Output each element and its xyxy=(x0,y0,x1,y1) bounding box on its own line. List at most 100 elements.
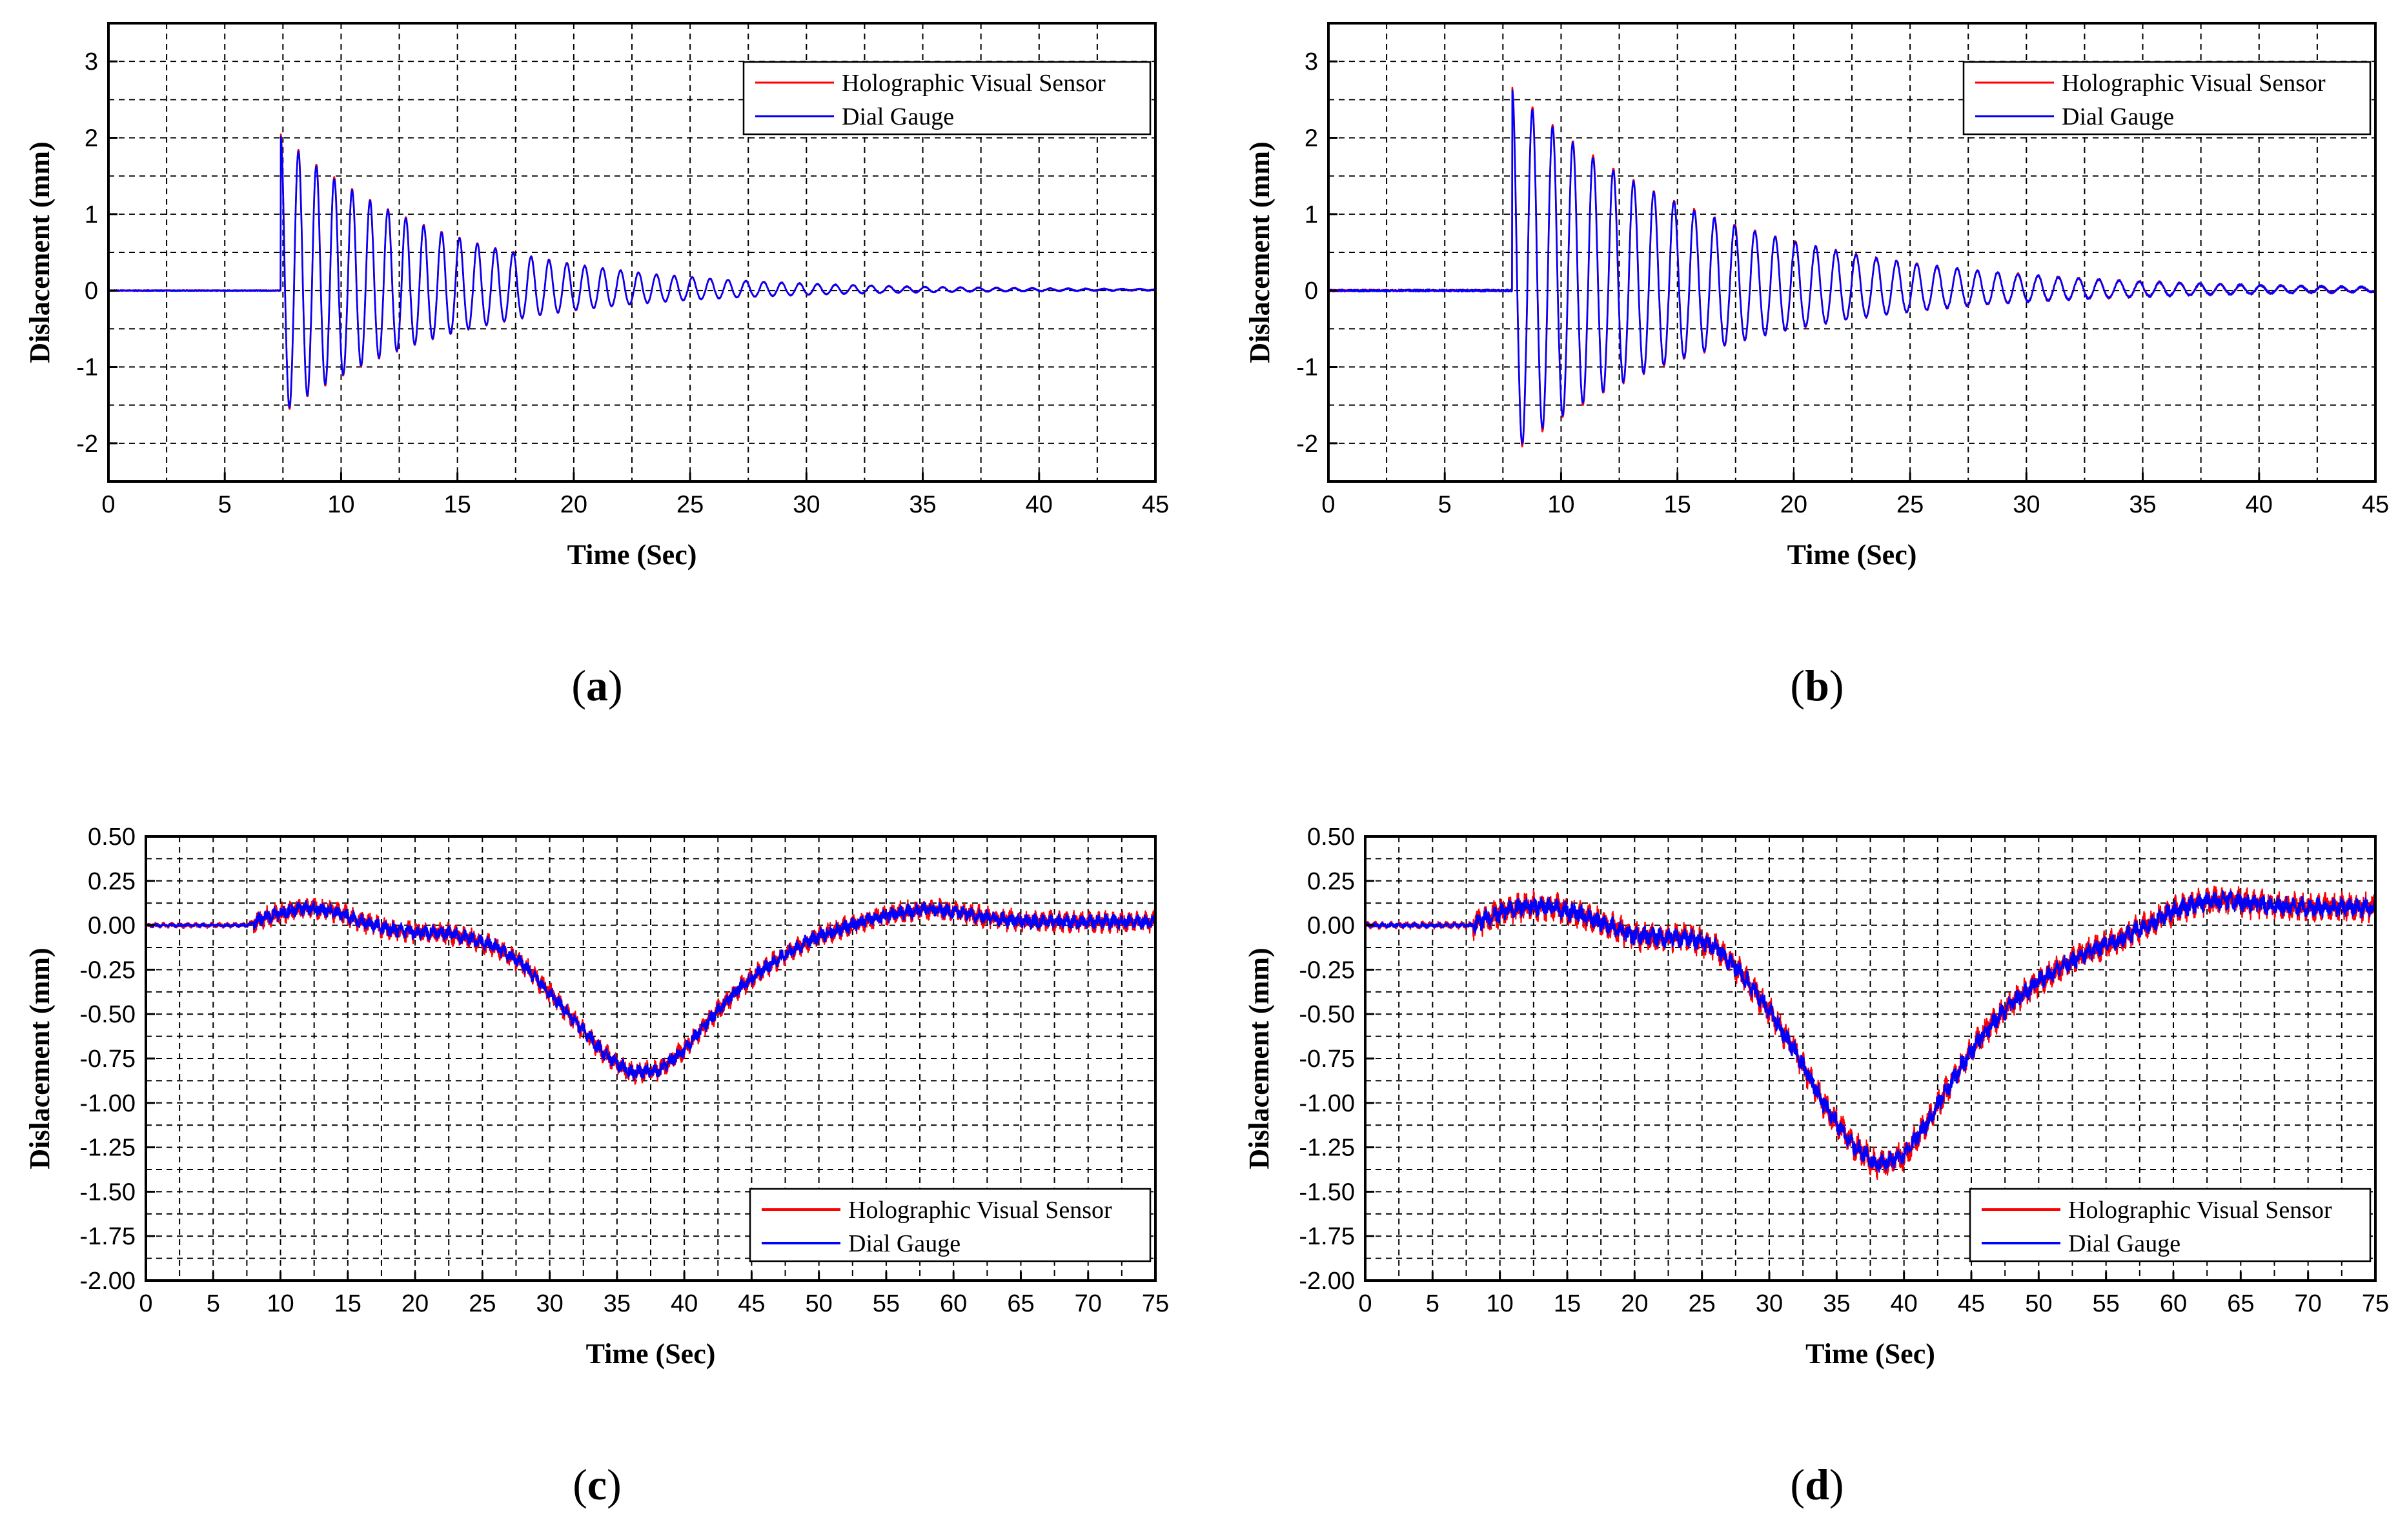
legend-label-dial: Dial Gauge xyxy=(848,1230,960,1257)
panel-label-b: (b) xyxy=(1790,661,1844,710)
x-tick-label: 40 xyxy=(1891,1290,1918,1317)
y-axis-title: Dislacement (mm) xyxy=(1243,947,1275,1169)
y-tick-label: -1.75 xyxy=(79,1223,136,1250)
x-tick-label: 20 xyxy=(1780,491,1807,518)
x-tick-label: 15 xyxy=(1554,1290,1581,1317)
x-tick-label: 15 xyxy=(334,1290,361,1317)
x-tick-label: 50 xyxy=(2025,1290,2052,1317)
x-tick-label: 50 xyxy=(806,1290,833,1317)
y-axis-title: Dislacement (mm) xyxy=(1244,141,1275,363)
y-tick-label: 0.00 xyxy=(88,913,136,940)
y-tick-label: -0.25 xyxy=(79,957,136,984)
x-axis-title: Time (Sec) xyxy=(567,539,697,571)
legend-label-holographic: Holographic Visual Sensor xyxy=(2062,70,2326,97)
y-tick-label: 2 xyxy=(85,125,98,152)
x-tick-label: 35 xyxy=(909,491,936,518)
panel-label-a: (a) xyxy=(571,661,622,710)
x-tick-label: 40 xyxy=(671,1290,698,1317)
y-tick-label: -1.00 xyxy=(1299,1090,1355,1117)
x-tick-label: 10 xyxy=(1547,491,1574,518)
y-tick-label: -1.25 xyxy=(1299,1135,1355,1162)
y-tick-label: -1.75 xyxy=(1299,1223,1355,1250)
y-tick-label: -2.00 xyxy=(1299,1268,1355,1295)
x-tick-label: 0 xyxy=(1321,491,1335,518)
x-tick-label: 15 xyxy=(1664,491,1691,518)
y-tick-label: -1.50 xyxy=(1299,1179,1355,1206)
legend: Holographic Visual Sensor Dial Gauge xyxy=(1962,61,2372,136)
x-tick-label: 45 xyxy=(1142,491,1169,518)
y-tick-label: -0.50 xyxy=(1299,1001,1355,1028)
x-tick-label: 30 xyxy=(2013,491,2040,518)
x-tick-label: 65 xyxy=(1007,1290,1034,1317)
x-tick-label: 55 xyxy=(873,1290,900,1317)
y-tick-label: 3 xyxy=(1305,48,1318,76)
x-tick-label: 75 xyxy=(1142,1290,1169,1317)
y-axis-title: Dislacement (mm) xyxy=(24,947,56,1169)
grid-c xyxy=(146,836,1155,1281)
y-tick-label: -0.25 xyxy=(1299,957,1355,984)
x-tick-label: 20 xyxy=(560,491,587,518)
y-tick-label: 0.25 xyxy=(1307,868,1355,895)
y-tick-label: 0.50 xyxy=(88,824,136,851)
legend: Holographic Visual Sensor Dial Gauge xyxy=(1969,1188,2372,1262)
x-tick-label: 40 xyxy=(1026,491,1053,518)
x-axis-title: Time (Sec) xyxy=(1805,1338,1935,1370)
panel-label-d: (d) xyxy=(1790,1460,1844,1509)
x-tick-label: 25 xyxy=(1689,1290,1716,1317)
x-tick-label: 25 xyxy=(676,491,704,518)
x-tick-label: 45 xyxy=(738,1290,765,1317)
x-tick-label: 65 xyxy=(2227,1290,2254,1317)
legend: Holographic Visual Sensor Dial Gauge xyxy=(749,1188,1152,1262)
y-tick-label: -2 xyxy=(1296,431,1318,458)
x-tick-label: 10 xyxy=(327,491,354,518)
y-tick-label: 0 xyxy=(1305,278,1318,305)
y-tick-label: 0 xyxy=(85,278,98,305)
legend-label-holographic: Holographic Visual Sensor xyxy=(848,1197,1112,1224)
x-tick-label: 10 xyxy=(267,1290,294,1317)
x-tick-label: 55 xyxy=(2093,1290,2120,1317)
y-tick-label: -2 xyxy=(76,431,98,458)
y-tick-label: 2 xyxy=(1305,125,1318,152)
y-tick-label: -2.00 xyxy=(79,1268,136,1295)
x-tick-label: 20 xyxy=(401,1290,429,1317)
panel-d: 0 5 10 15 20 25 30 35 40 45 50 55 60 65 70 75 -2.00 -1.75… xyxy=(1243,824,2389,1509)
y-axis-title: Dislacement (mm) xyxy=(24,141,56,363)
panel-label-c: (c) xyxy=(573,1460,622,1509)
x-tick-label: 35 xyxy=(1823,1290,1850,1317)
y-tick-label: -1.50 xyxy=(79,1179,136,1206)
panel-b: 0 5 10 15 20 25 30 35 40 45 -2 -1 0 1 2 3 Time (Sec) Disl… xyxy=(1244,22,2389,710)
legend-box xyxy=(742,61,1152,136)
x-tick-label: 75 xyxy=(2362,1290,2389,1317)
x-tick-label: 70 xyxy=(1075,1290,1102,1317)
x-tick-label: 35 xyxy=(2129,491,2156,518)
x-tick-label: 60 xyxy=(2160,1290,2187,1317)
legend-label-dial: Dial Gauge xyxy=(842,103,954,130)
series-line-dial xyxy=(145,899,1157,1081)
x-tick-label: 15 xyxy=(444,491,471,518)
series-line-dial xyxy=(1364,889,2377,1173)
y-tick-label: 0.00 xyxy=(1307,913,1355,940)
x-tick-label: 60 xyxy=(940,1290,967,1317)
x-tick-label: 70 xyxy=(2295,1290,2322,1317)
x-tick-label: 0 xyxy=(1358,1290,1372,1317)
legend-label-dial: Dial Gauge xyxy=(2068,1230,2180,1257)
x-tick-label: 10 xyxy=(1487,1290,1514,1317)
y-tick-label: -0.75 xyxy=(79,1046,136,1073)
y-tick-label: 0.25 xyxy=(88,868,136,895)
y-tick-label: -1.25 xyxy=(79,1135,136,1162)
legend: Holographic Visual Sensor Dial Gauge xyxy=(742,61,1152,136)
y-tick-label: -0.75 xyxy=(1299,1046,1355,1073)
x-tick-label: 30 xyxy=(536,1290,563,1317)
x-tick-label: 5 xyxy=(207,1290,220,1317)
x-tick-label: 5 xyxy=(1438,491,1452,518)
x-axis-title: Time (Sec) xyxy=(1787,539,1917,571)
y-tick-label: -1 xyxy=(76,354,98,381)
x-tick-label: 0 xyxy=(101,491,115,518)
y-tick-label: -1 xyxy=(1296,354,1318,381)
x-tick-label: 30 xyxy=(793,491,820,518)
panel-c: 0 5 10 15 20 25 30 35 40 45 50 55 60 65 70 75 -2.00 -1.75… xyxy=(24,824,1169,1509)
series-line-dial xyxy=(108,136,1156,409)
x-tick-label: 45 xyxy=(2362,491,2389,518)
x-tick-label: 20 xyxy=(1621,1290,1648,1317)
